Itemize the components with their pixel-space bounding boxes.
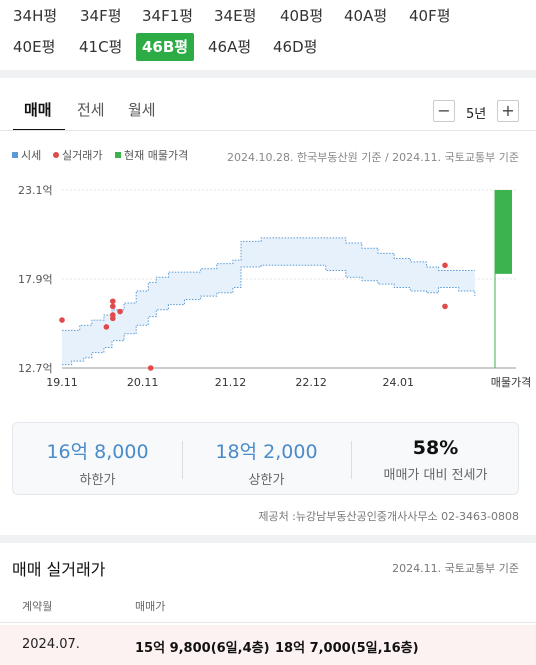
actual-trade-point — [109, 298, 116, 305]
actual-trade-point — [59, 317, 65, 323]
legend-market: 시세 — [12, 147, 41, 163]
area-chip[interactable]: 40A평 — [344, 7, 388, 25]
stat-label: 상한가 — [248, 473, 285, 488]
area-chip[interactable]: 34F1평 — [142, 7, 194, 25]
area-chip[interactable]: 46D평 — [273, 38, 318, 56]
y-tick-label: 17.9억 — [18, 273, 53, 286]
x-tick-label: 24.01 — [382, 376, 414, 389]
tab-monthly-rent[interactable]: 월세 — [128, 101, 156, 119]
legend-actual-label: 실거래가 — [62, 149, 103, 162]
stat-jeonse-ratio: 58% 매매가 대비 전세가 — [351, 437, 520, 483]
stat-value: 18억 2,000 — [215, 441, 318, 463]
column-header-month: 계약월 — [22, 600, 53, 613]
y-tick-label: 23.1억 — [18, 184, 53, 197]
listing-price-bar — [495, 190, 512, 274]
row-price: 18억 7,000(5일,16층) — [275, 641, 419, 656]
tab-sale[interactable]: 매매 — [24, 101, 52, 119]
period-decrease-button[interactable]: − — [433, 100, 455, 122]
stat-label: 매매가 대비 전세가 — [383, 468, 488, 483]
actual-trade-point — [109, 303, 116, 310]
row-month: 2024.07. — [22, 637, 80, 652]
data-provider: 제공처 :뉴강남부동산공인중개사사무소 02-3463-0808 — [258, 510, 519, 523]
actual-trade-point — [109, 312, 116, 318]
stat-label: 하한가 — [79, 473, 116, 488]
actual-trade-point — [442, 303, 448, 310]
area-chip[interactable]: 40B평 — [280, 7, 324, 25]
x-tick-label: 22.12 — [295, 376, 327, 389]
y-tick-label: 12.7억 — [18, 362, 53, 375]
legend-market-label: 시세 — [21, 149, 42, 162]
stat-upper-price: 18억 2,000 상한가 — [182, 437, 351, 488]
area-chip[interactable]: 34F평 — [80, 7, 122, 25]
period-increase-button[interactable]: + — [497, 100, 519, 122]
area-chip[interactable]: 41C평 — [79, 38, 123, 56]
section-divider — [0, 70, 536, 78]
stat-lower-price: 16억 8,000 하한가 — [13, 437, 182, 488]
chart-source-note: 2024.10.28. 한국부동산원 기준 / 2024.11. 국토교통부 기… — [227, 151, 519, 164]
market-legend-icon — [12, 152, 18, 158]
x-tick-label: 20.11 — [127, 376, 159, 389]
actual-trade-point — [442, 262, 448, 269]
stat-divider — [351, 441, 352, 479]
legend-listing: 현재 매물가격 — [115, 147, 188, 163]
market-lower-line — [62, 264, 476, 366]
section-divider — [0, 535, 536, 543]
column-header-price: 매매가 — [135, 600, 166, 613]
market-upper-line — [62, 237, 475, 331]
market-price-band — [62, 237, 475, 365]
stat-value: 16억 8,000 — [46, 441, 149, 463]
price-stats-box: 16억 8,000 하한가 18억 2,000 상한가 58% 매매가 대비 전… — [12, 422, 519, 495]
tabs-divider — [0, 130, 536, 131]
x-tick-label: 매물가격 — [491, 376, 531, 389]
actual-trade-point — [103, 324, 110, 330]
legend-actual: 실거래가 — [53, 147, 102, 163]
stat-value: 58% — [412, 437, 459, 459]
area-chip[interactable]: 40E평 — [13, 38, 56, 56]
table-row[interactable]: 2024.07. 15억 9,800(6일,4층) 18억 7,000(5일,1… — [0, 625, 536, 665]
section-title: 매매 실거래가 — [12, 560, 106, 579]
x-tick-label: 21.12 — [215, 376, 247, 389]
row-price: 15억 9,800(6일,4층) — [135, 641, 270, 656]
actual-trade-point — [147, 365, 154, 371]
table-header-divider — [0, 622, 536, 623]
actual-trade-point — [117, 308, 123, 315]
plus-icon: + — [501, 101, 515, 120]
legend-listing-label: 현재 매물가격 — [124, 149, 189, 162]
x-tick-label: 19.11 — [46, 376, 78, 389]
stat-divider — [182, 441, 183, 479]
area-type-selector: 34H평 34F평 34F1평 34E평 40B평 40A평 40F평 40E평… — [0, 0, 536, 70]
area-chip[interactable]: 40F평 — [409, 7, 451, 25]
area-chip[interactable]: 46A평 — [208, 38, 252, 56]
listing-legend-icon — [115, 152, 121, 158]
area-chip-active[interactable]: 46B평 — [136, 33, 195, 61]
actual-legend-icon — [53, 152, 59, 158]
period-value: 5년 — [466, 107, 487, 122]
section-source: 2024.11. 국토교통부 기준 — [392, 562, 519, 575]
area-chip[interactable]: 34E평 — [214, 7, 257, 25]
tab-jeonse[interactable]: 전세 — [77, 101, 105, 119]
minus-icon: − — [437, 101, 451, 120]
area-chip[interactable]: 34H평 — [13, 7, 58, 25]
